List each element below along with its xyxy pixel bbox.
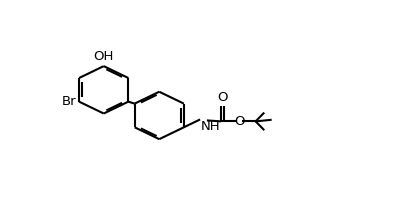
Text: Br: Br [62, 95, 77, 108]
Text: O: O [217, 91, 228, 104]
Text: O: O [234, 115, 245, 128]
Text: OH: OH [94, 50, 114, 63]
Text: NH: NH [201, 120, 220, 133]
